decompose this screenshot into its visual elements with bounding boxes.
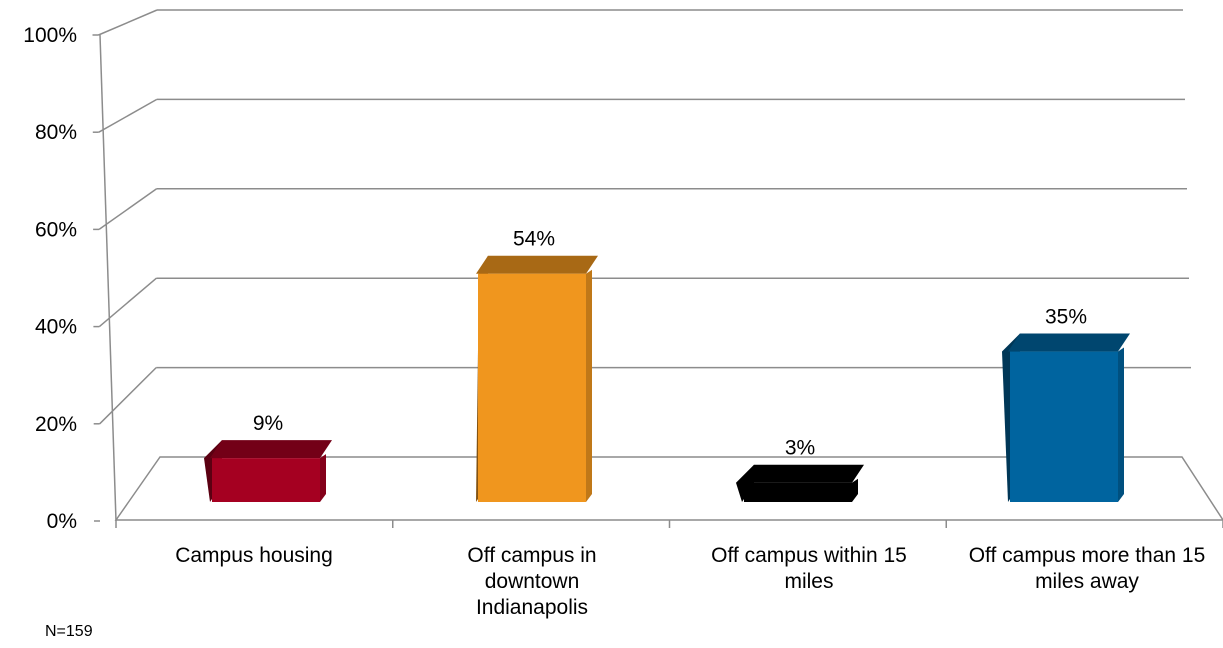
chart-floor	[114, 456, 1223, 521]
x-tick-label-1: Off campus in downtown Indianapolis	[467, 544, 597, 619]
sample-size-note: N=159	[45, 623, 93, 640]
y-tick-label-0: 0%	[47, 510, 77, 533]
bar-3	[1010, 351, 1118, 502]
x-tick-label-3: Off campus more than 15 miles away	[968, 544, 1206, 593]
data-label-2: 3%	[785, 437, 815, 460]
gridline-wall-60	[98, 188, 158, 231]
x-tick-label-0: Campus housing	[175, 544, 333, 567]
gridline-wall-20	[99, 367, 157, 425]
bar-2	[744, 482, 852, 502]
bar-edge-2	[852, 478, 858, 502]
data-label-0: 9%	[253, 412, 283, 435]
x-tick-label-2: Off campus within 15 miles	[711, 544, 907, 593]
bar-top-2	[742, 464, 864, 483]
y-tick-label-20: 20%	[35, 413, 77, 436]
bar-edge-3	[1118, 347, 1124, 502]
bar-edge-1	[586, 269, 592, 502]
bar-top-3	[1008, 333, 1130, 352]
data-label-1: 54%	[513, 228, 555, 251]
y-tick-label-60: 60%	[35, 218, 77, 241]
y-axis-line	[99, 34, 117, 522]
bar-edge-0	[320, 454, 326, 502]
y-tick-label-40: 40%	[35, 316, 77, 339]
bar-top-1	[476, 255, 598, 274]
data-label-3: 35%	[1045, 306, 1087, 329]
bar-1	[478, 273, 586, 502]
bar-top-0	[210, 440, 332, 459]
gridline-wall-100	[98, 9, 158, 36]
bar-0	[212, 458, 320, 502]
y-tick-label-100: 100%	[23, 24, 77, 47]
gridline-wall-80	[98, 98, 158, 133]
y-tick-label-80: 80%	[35, 121, 77, 144]
